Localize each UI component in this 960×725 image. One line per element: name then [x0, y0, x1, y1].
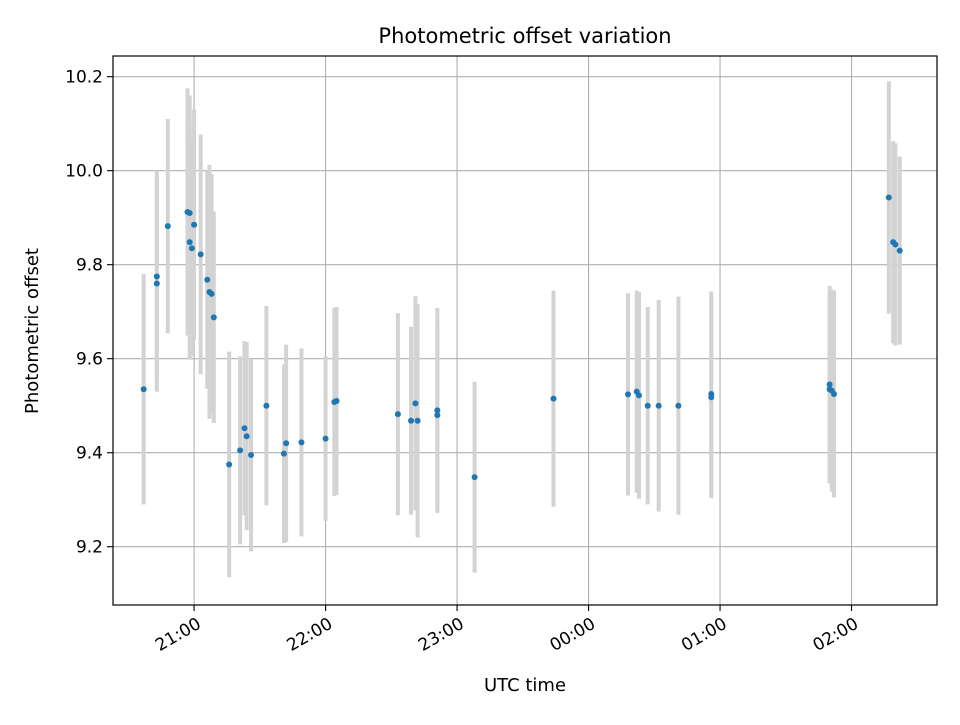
y-tick-label: 10.2	[65, 68, 103, 88]
data-point	[140, 386, 147, 393]
data-point	[826, 381, 833, 388]
data-point	[210, 314, 217, 321]
y-axis: 9.2 9.4 9.6 9.8 10.0 10.2	[65, 68, 113, 558]
y-tick-label: 9.2	[76, 538, 103, 558]
y-tick-label: 9.4	[76, 444, 103, 464]
data-point	[237, 447, 244, 454]
data-point	[394, 411, 401, 418]
data-point	[191, 221, 198, 228]
data-point	[412, 400, 419, 407]
data-point	[550, 395, 557, 402]
plot-frame	[112, 55, 938, 606]
data-point	[434, 412, 441, 419]
data-point	[434, 407, 441, 414]
data-point	[625, 391, 631, 398]
chart-title: Photometric offset variation	[378, 24, 671, 48]
data-point	[896, 247, 903, 254]
data-point	[186, 209, 193, 216]
y-tick-label: 10.0	[65, 162, 103, 182]
data-point	[263, 402, 270, 409]
data-point	[322, 435, 329, 442]
data-points	[140, 194, 903, 481]
data-point	[243, 433, 250, 440]
data-point	[708, 394, 715, 401]
data-point	[298, 439, 305, 446]
data-point	[635, 392, 642, 399]
data-point	[675, 402, 682, 409]
data-point	[885, 194, 892, 201]
data-point	[197, 251, 204, 258]
y-axis-label: Photometric offset	[22, 248, 43, 414]
data-point	[241, 425, 248, 432]
data-point	[644, 402, 651, 409]
data-point	[188, 245, 195, 252]
data-point	[153, 280, 160, 287]
x-axis-label: UTC time	[484, 675, 566, 696]
data-point	[892, 241, 899, 248]
data-point	[248, 452, 255, 459]
data-point	[655, 402, 662, 409]
data-point	[153, 273, 160, 280]
data-point	[280, 450, 287, 457]
data-point	[333, 398, 340, 405]
y-tick-label: 9.8	[76, 256, 103, 276]
y-tick-label: 9.6	[76, 350, 103, 370]
data-point	[204, 276, 211, 283]
data-point	[283, 440, 290, 447]
data-point	[414, 417, 421, 424]
data-point	[186, 239, 193, 246]
data-point	[164, 223, 171, 230]
data-point	[208, 290, 215, 297]
data-point	[831, 390, 837, 397]
data-point	[408, 417, 415, 424]
data-point	[471, 474, 478, 481]
data-point	[226, 461, 233, 468]
